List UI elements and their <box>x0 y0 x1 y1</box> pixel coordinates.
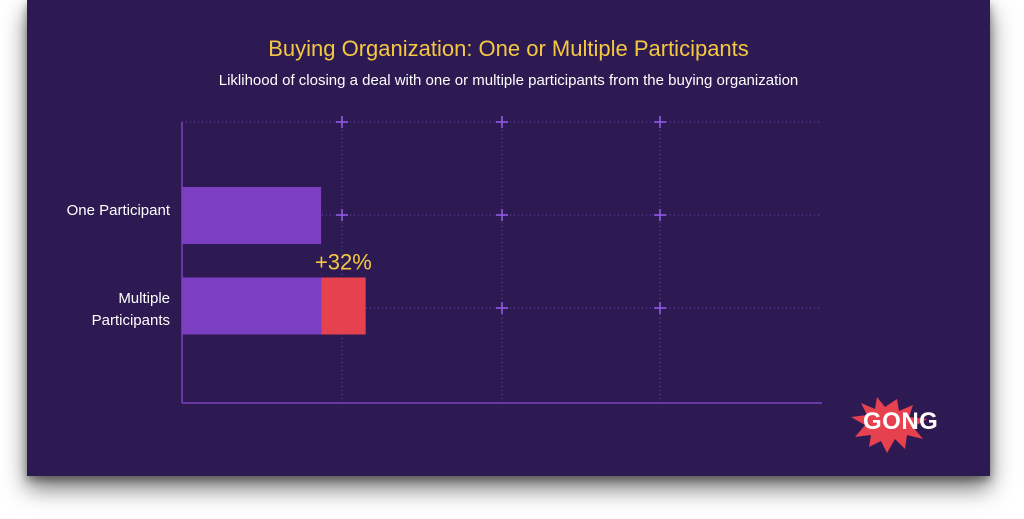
grid-plus-marker <box>496 116 508 128</box>
annotation-label: +32% <box>315 250 372 275</box>
category-label-one-participant: One Participant <box>66 202 170 219</box>
grid-plus-marker <box>654 302 666 314</box>
grid-plus-marker <box>336 116 348 128</box>
bar-layer <box>182 187 366 335</box>
grid-plus-marker <box>496 209 508 221</box>
chart-svg: +32% <box>181 116 822 404</box>
grid-plus-marker <box>496 302 508 314</box>
label-layer: +32% <box>315 250 372 275</box>
grid-plus-marker <box>654 209 666 221</box>
bar-1-series-1 <box>321 277 366 335</box>
bar-1-series-0 <box>182 277 322 335</box>
chart-card: Buying Organization: One or Multiple Par… <box>27 0 990 476</box>
bar-0-series-0 <box>182 187 322 244</box>
gong-logo-text: GONG <box>863 408 939 435</box>
gong-logo-icon <box>851 397 927 453</box>
grid-layer <box>182 116 822 403</box>
grid-plus-marker <box>336 209 348 221</box>
chart-subtitle: Liklihood of closing a deal with one or … <box>218 72 799 89</box>
chart-title: Buying Organization: One or Multiple Par… <box>268 36 749 61</box>
grid-plus-marker <box>654 116 666 128</box>
category-label-multiple-participants: Multiple Participants <box>91 290 170 329</box>
